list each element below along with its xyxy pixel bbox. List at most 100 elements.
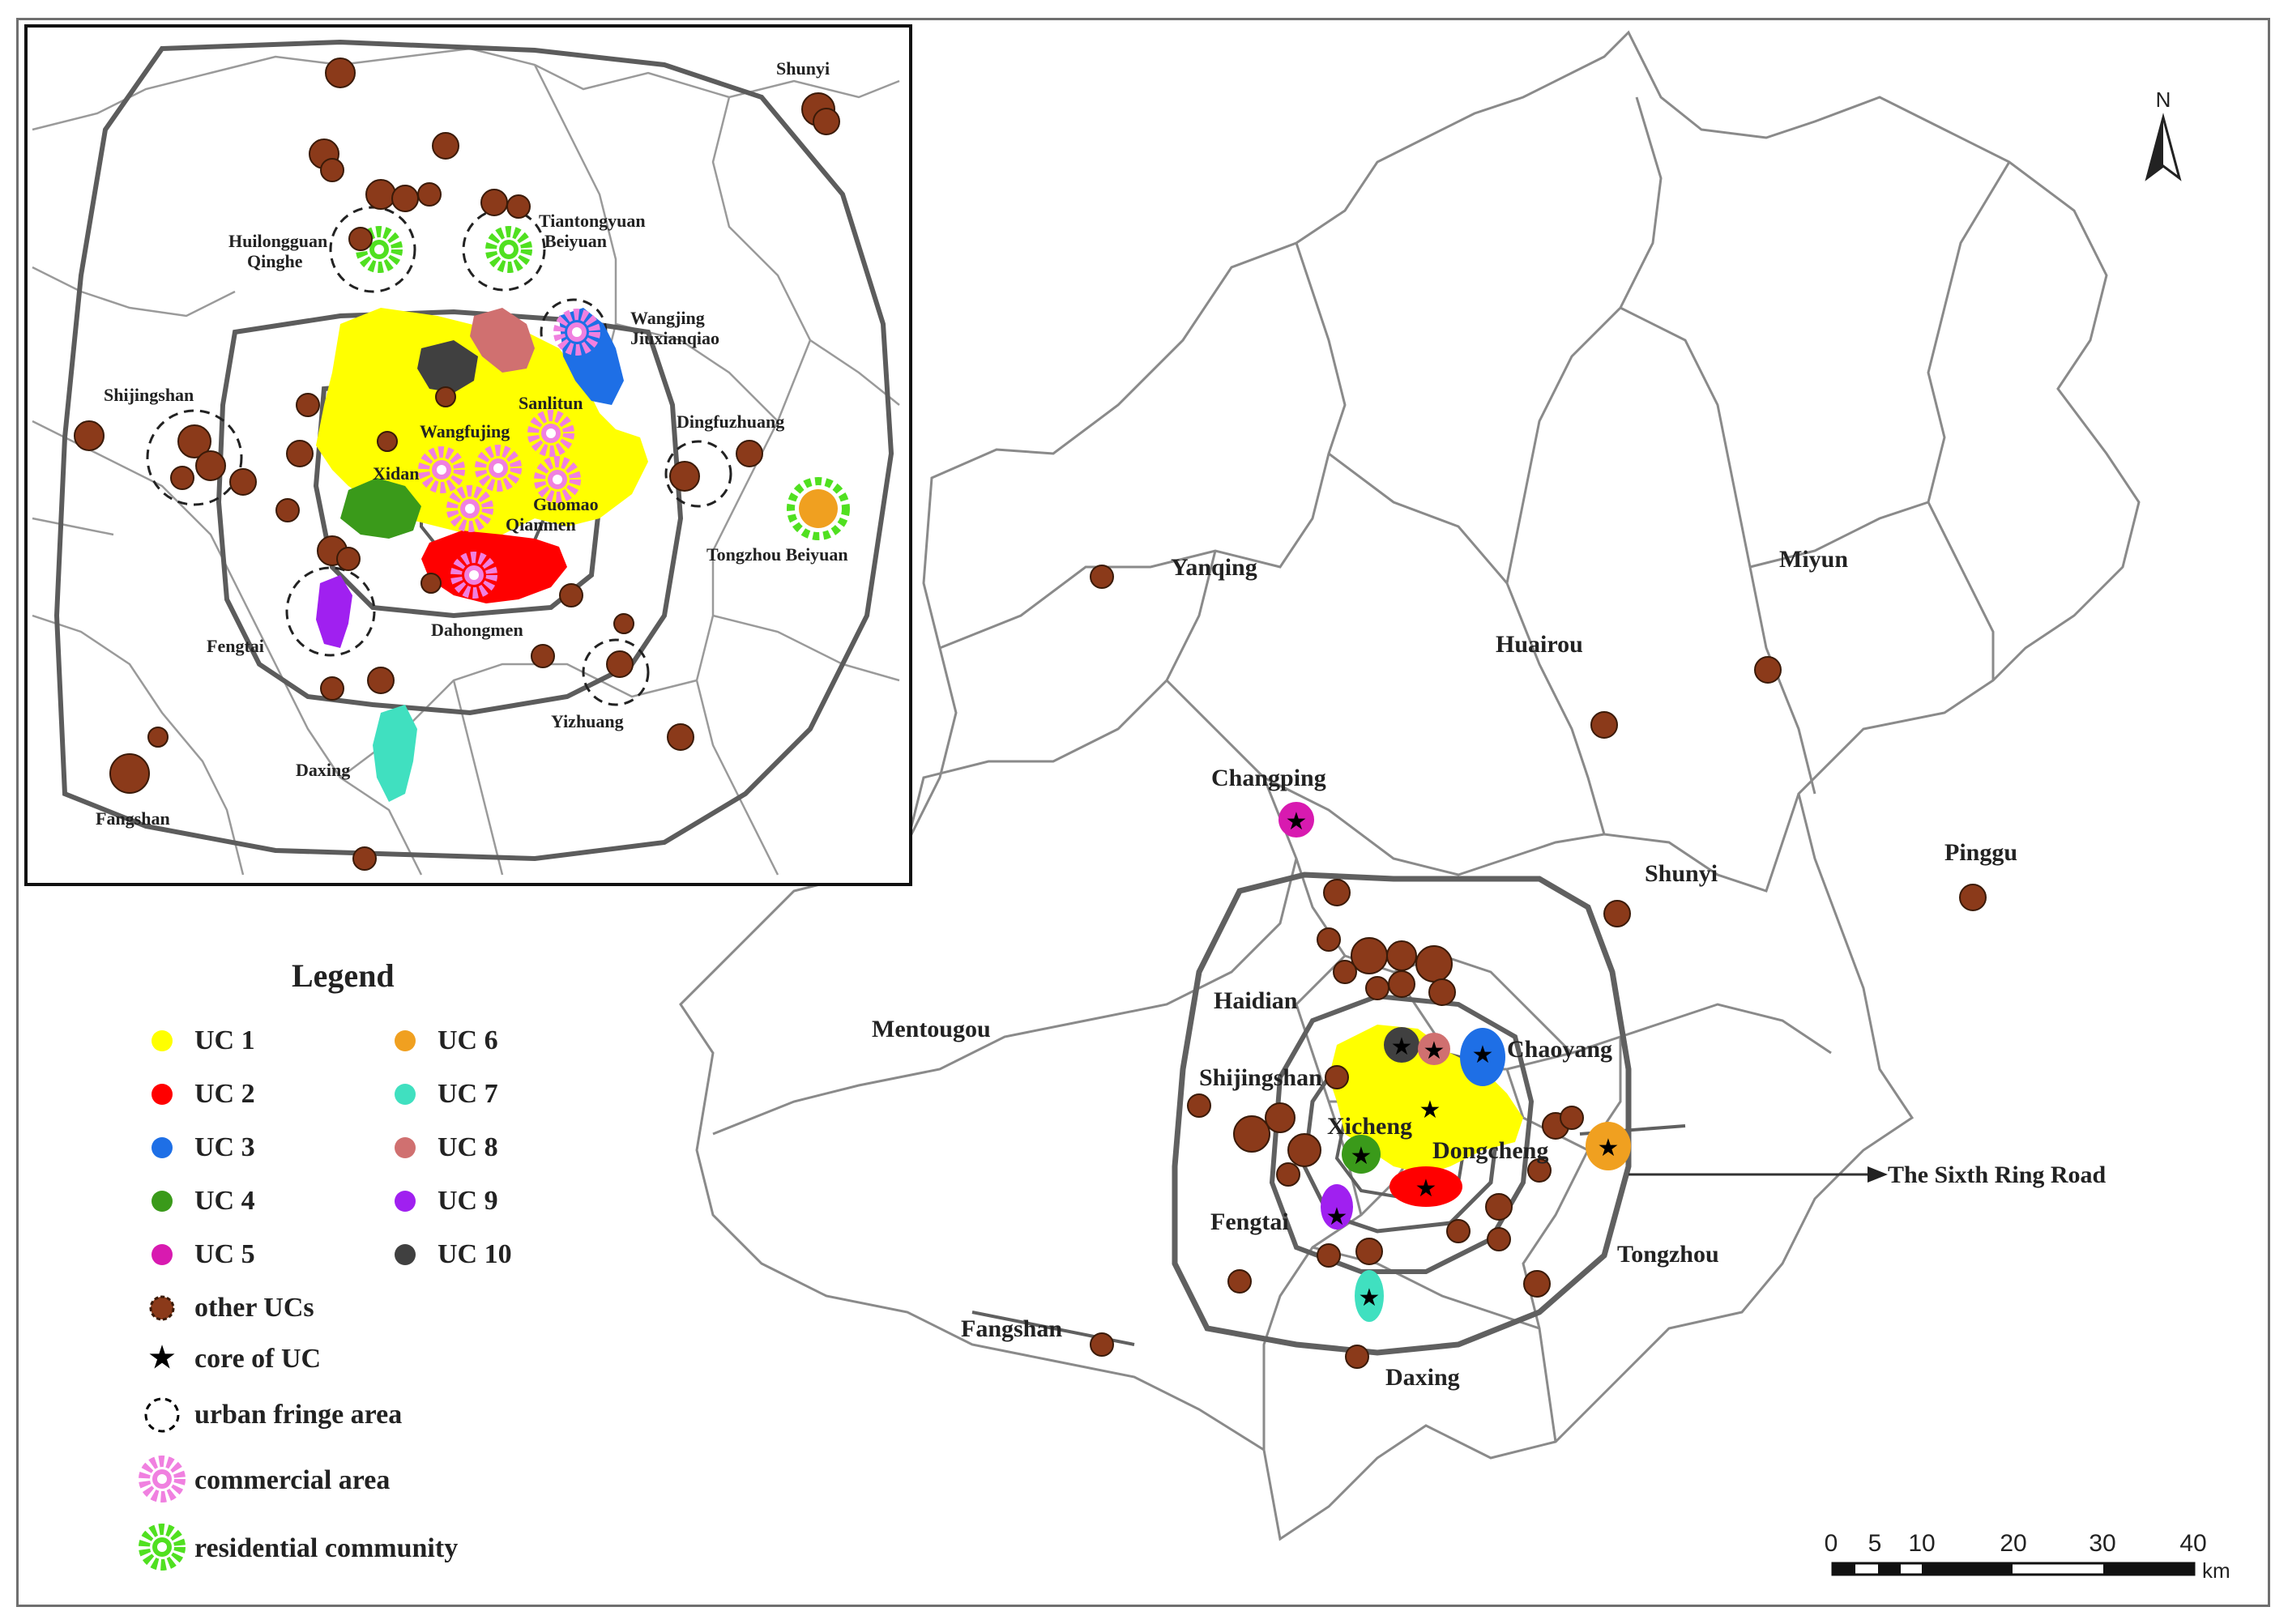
legend-item-uc-9: UC 9 [395,1186,498,1216]
uc-cores: ★ ★ ★ ★ ★ ★ ★ ★ ★ ★ [1286,808,1620,1311]
inset-label-xidan: Xidan [373,463,419,484]
dot-icon [152,1084,173,1105]
legend-item-uc-6: UC 6 [395,1025,498,1055]
scale-bar: 0 5 10 20 30 40 km [1825,1530,2230,1583]
legend: Legend UC 1 UC 2 UC 3 UC 4 UC 5 UC 6 UC 7 UC 8 U… [144,957,512,1565]
district-label-huairou: Huairou [1496,631,1583,658]
district-label-dongcheng: Dongcheng [1432,1137,1548,1164]
legend-label: UC 8 [438,1132,498,1162]
legend-label: UC 4 [194,1186,255,1216]
dot-icon [152,1191,173,1212]
dot-icon [395,1191,416,1212]
legend-label: UC 10 [438,1239,512,1269]
scale-tick-20: 20 [2000,1530,2026,1557]
legend-label: UC 3 [194,1132,255,1162]
svg-text:★: ★ [1326,1204,1348,1230]
legend-label: commercial area [194,1465,390,1495]
district-label-shunyi: Shunyi [1645,860,1718,887]
legend-label: other UCs [194,1293,314,1323]
inset-label-dahongmen: Dahongmen [431,620,523,640]
district-boundaries [679,30,2141,1541]
annotation-sixth-ring-road: The Sixth Ring Road [1888,1162,2107,1188]
legend-title: Legend [292,957,395,994]
inset-label-tongzhou-beiyuan: Tongzhou Beiyuan [706,544,848,565]
district-label-tongzhou: Tongzhou [1617,1241,1719,1268]
svg-text:★: ★ [1472,1042,1494,1068]
legend-item-commercial-area: commercial area [144,1461,390,1497]
sixth-ring-road [1172,872,1632,1356]
gear-icon [144,1529,180,1565]
uc-areas-main [1278,802,1631,1322]
district-label-xicheng: Xicheng [1327,1113,1412,1140]
legend-item-uc-3: UC 3 [152,1132,255,1162]
inset-label-daxing: Daxing [296,760,350,780]
district-label-fengtai: Fengtai [1210,1208,1289,1235]
legend-label: UC 2 [194,1079,255,1109]
legend-label: UC 6 [438,1025,498,1055]
inset-label-dingfuzhuang: Dingfuzhuang [677,411,784,432]
inset-label-sanlitun: Sanlitun [519,393,583,413]
legend-item-uc-4: UC 4 [152,1186,255,1216]
legend-item-uc-5: UC 5 [152,1239,255,1269]
scale-tick-5: 5 [1868,1530,1882,1557]
svg-text:★: ★ [1598,1135,1620,1162]
district-label-fangshan: Fangshan [961,1315,1062,1342]
north-arrow: N [2145,87,2182,181]
inset-label-fangshan: Fangshan [96,808,170,829]
scale-tick-0: 0 [1825,1530,1838,1557]
north-label: N [2156,87,2171,112]
star-icon: ★ [149,1341,175,1374]
cluster-icon [149,1295,175,1321]
legend-item-uc-7: UC 7 [395,1079,498,1109]
inset-label-tiantongyuan: Tiantongyuan [539,211,646,231]
legend-item-uc-1: UC 1 [152,1025,255,1055]
dot-icon [395,1084,416,1105]
inset-label-fengtai: Fengtai [207,636,264,656]
inset-label-qinghe: Qinghe [247,251,303,271]
legend-label: UC 5 [194,1239,255,1269]
svg-text:★: ★ [1286,808,1308,835]
inset-label-qianmen: Qianmen [506,514,576,535]
svg-text:★: ★ [1351,1143,1372,1170]
inset-label-huilongguan: Huilongguan [228,231,327,251]
legend-item-residential-community: residential community [144,1529,458,1565]
district-label-shijingshan: Shijingshan [1199,1064,1322,1091]
svg-text:★: ★ [1419,1097,1441,1123]
district-label-chaoyang: Chaoyang [1507,1036,1612,1063]
inset-label-shunyi: Shunyi [776,58,830,79]
district-label-pinggu: Pinggu [1944,839,2017,866]
inset-label-guomao: Guomao [533,494,599,514]
inset-label-yizhuang: Yizhuang [551,711,624,731]
legend-label: UC 9 [438,1186,498,1216]
scale-tick-10: 10 [1908,1530,1935,1557]
legend-item-other-ucs: other UCs [149,1293,314,1323]
scale-unit: km [2202,1558,2230,1583]
other-ucs-main [1090,565,1987,1369]
svg-text:★: ★ [1359,1285,1381,1311]
district-label-yanqing: Yanqing [1171,554,1257,581]
svg-text:★: ★ [1391,1034,1413,1060]
dot-icon [152,1137,173,1158]
legend-item-uc-10: UC 10 [395,1239,512,1269]
legend-item-uc-8: UC 8 [395,1132,498,1162]
legend-label: residential community [194,1533,458,1563]
inset-label-wangfujing: Wangfujing [420,421,510,441]
svg-text:★: ★ [1415,1175,1437,1202]
dot-icon [395,1244,416,1265]
dashed-circle-icon [144,1397,180,1433]
legend-label: core of UC [194,1344,321,1374]
svg-text:★: ★ [1424,1038,1445,1064]
legend-item-uc-2: UC 2 [152,1079,255,1109]
scale-tick-40: 40 [2179,1530,2206,1557]
dot-icon [152,1244,173,1265]
legend-label: urban fringe area [194,1400,402,1430]
scale-tick-30: 30 [2089,1530,2115,1557]
legend-label: UC 1 [194,1025,255,1055]
dot-icon [395,1137,416,1158]
district-label-haidian: Haidian [1214,987,1298,1014]
inset-label-shijingshan: Shijingshan [104,385,194,405]
legend-item-urban-fringe-area: urban fringe area [144,1397,402,1433]
legend-label: UC 7 [438,1079,498,1109]
district-label-changping: Changping [1211,765,1326,791]
